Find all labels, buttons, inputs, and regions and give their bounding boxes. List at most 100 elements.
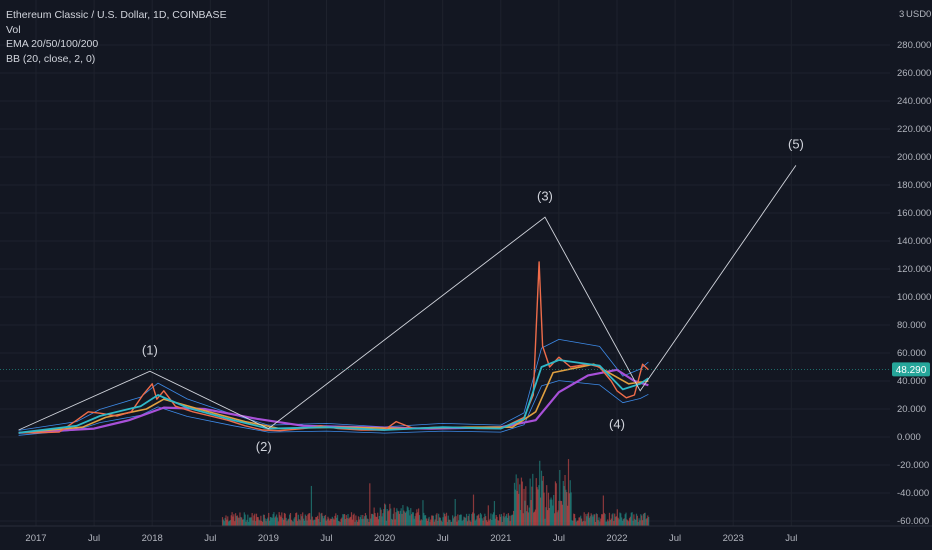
volume-bar — [228, 521, 230, 526]
volume-bar — [418, 515, 421, 526]
price-line — [18, 261, 649, 434]
volume-bar — [268, 512, 270, 526]
volume-bar — [257, 517, 259, 526]
volume-bar — [584, 521, 586, 526]
volume-bar — [303, 520, 306, 526]
volume-bar — [499, 514, 501, 526]
volume-bar — [487, 505, 489, 526]
legend-volume[interactable]: Vol — [6, 23, 21, 36]
volume-bar — [423, 512, 425, 526]
volume-bar — [558, 500, 560, 526]
volume-bar — [519, 510, 522, 526]
volume-bar — [349, 517, 351, 526]
volume-bar — [268, 520, 271, 526]
volume-bar — [644, 512, 646, 526]
volume-bar — [329, 520, 331, 526]
volume-bar — [258, 519, 260, 526]
volume-bar — [484, 513, 486, 526]
elliott-wave-drawing[interactable]: (1) (2) (3) (4) (5) — [18, 137, 804, 454]
volume-bar — [589, 516, 591, 526]
volume-bar — [468, 513, 470, 526]
volume-bar — [587, 512, 590, 526]
price-tick-label: 80.000 — [897, 320, 926, 331]
volume-bar — [519, 484, 521, 526]
volume-bar — [285, 517, 287, 526]
volume-bar — [316, 515, 319, 526]
legend-ema[interactable]: EMA 20/50/100/200 — [6, 38, 99, 50]
volume-bar — [604, 514, 606, 526]
volume-bar — [513, 510, 515, 526]
volume-bar — [281, 512, 283, 526]
volume-bar — [551, 499, 553, 526]
volume-bar — [368, 521, 370, 526]
volume-bar — [626, 519, 628, 526]
volume-bar — [429, 521, 431, 526]
volume-bar — [320, 513, 322, 526]
volume-bar — [357, 516, 360, 526]
volume-bar — [518, 493, 520, 526]
volume-bar — [275, 514, 278, 526]
volume-bar — [326, 519, 328, 526]
price-tick-label: 60.000 — [897, 348, 926, 359]
volume-bar — [622, 519, 625, 526]
volume-bar — [352, 514, 354, 526]
volume-bar — [434, 519, 436, 526]
volume-bar — [396, 508, 398, 526]
price-tick-label: 40.000 — [897, 376, 926, 387]
legend-bollinger[interactable]: BB (20, close, 2, 0) — [6, 52, 96, 65]
volume-bar — [607, 519, 609, 526]
volume-bar — [282, 518, 284, 526]
volume-bar — [621, 520, 624, 526]
volume-bar — [307, 514, 309, 526]
volume-bar — [523, 488, 525, 526]
volume-bar — [242, 519, 245, 526]
volume-bar — [507, 513, 509, 526]
volume-bar — [262, 521, 264, 526]
volume-bar — [305, 515, 307, 526]
volume-bar — [405, 511, 408, 526]
volume-bar — [569, 480, 571, 526]
volume-bar — [288, 518, 290, 526]
volume-bar — [277, 521, 279, 526]
volume-bar — [540, 470, 543, 526]
volume-bar — [578, 517, 580, 526]
volume-bar — [645, 519, 647, 526]
volume-bar — [447, 515, 449, 526]
volume-bar — [312, 520, 314, 526]
time-axis[interactable]: 2017 Jul 2018 Jul 2019 Jul 2020 Jul 2021 Jul 2022 J… — [0, 525, 932, 550]
volume-bar — [373, 507, 375, 526]
volume-bar — [323, 516, 326, 526]
volume-bar — [476, 515, 478, 526]
volume-bar — [642, 514, 645, 526]
volume-bar — [418, 508, 420, 526]
price-axis[interactable]: 280.000 260.000 240.000 220.000 200.000 180.0… — [890, 0, 932, 550]
volume-bar — [403, 510, 405, 526]
volume-bar — [527, 512, 530, 526]
volume-bar — [319, 521, 321, 526]
volume-bar — [585, 514, 587, 526]
wave-label-2: (2) — [256, 439, 272, 454]
volume-bar — [616, 509, 618, 526]
volume-bar — [304, 514, 306, 526]
volume-bar — [529, 478, 531, 526]
volume-bar — [360, 514, 362, 526]
volume-bar — [539, 460, 541, 526]
volume-bar — [311, 516, 313, 526]
legend-symbol-title[interactable]: Ethereum Classic / U.S. Dollar, 1D, COIN… — [6, 9, 227, 21]
volume-bar — [609, 519, 611, 526]
price-tick-label: 20.000 — [897, 404, 926, 415]
price-tick-label: -20.000 — [897, 460, 929, 471]
axis-unit-label: USD — [906, 9, 926, 20]
volume-bar — [259, 520, 261, 526]
volume-bar — [560, 501, 563, 526]
volume-bar — [276, 517, 279, 526]
volume-bar — [548, 508, 550, 526]
volume-bar — [341, 517, 343, 526]
volume-bar — [595, 513, 597, 526]
price-tick-label: -40.000 — [897, 488, 929, 499]
volume-bar — [432, 515, 435, 526]
volume-bar — [510, 515, 512, 526]
current-price-tag-label: 48.290 — [896, 365, 927, 376]
volume-bar — [424, 515, 426, 526]
